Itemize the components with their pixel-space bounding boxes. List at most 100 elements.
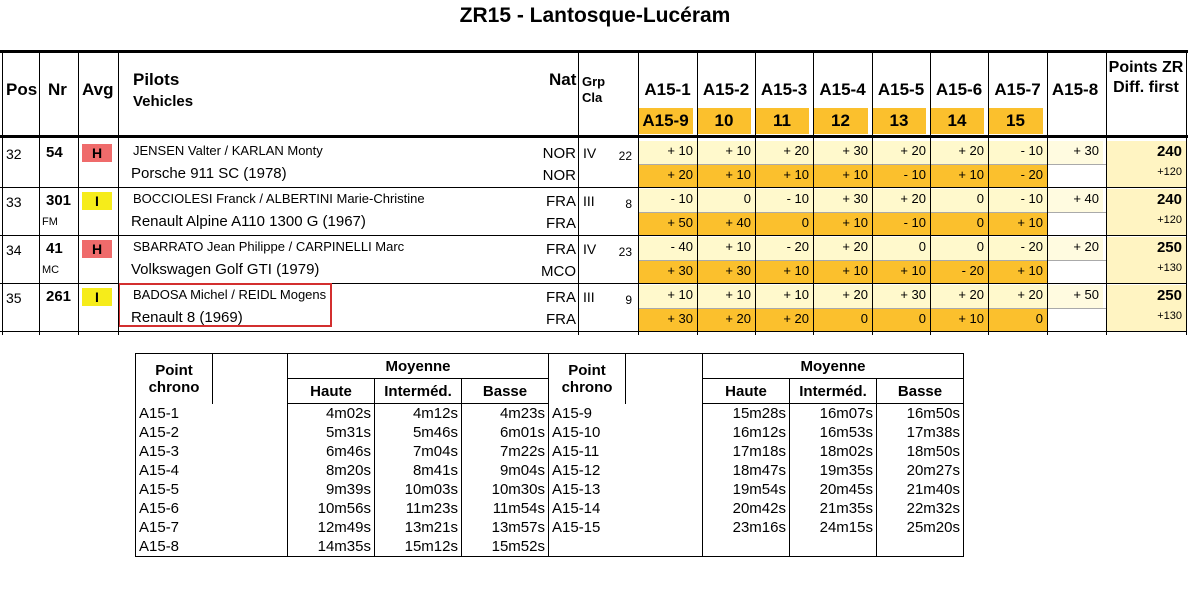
header-nat: Nat (549, 70, 577, 89)
haute-value: 17m18s (702, 442, 790, 461)
checkpoint-bottom-value: + 10 (842, 263, 868, 278)
diff-first: +120 (1157, 166, 1182, 178)
vehicle-nationality: MCO (541, 263, 576, 280)
checkpoint-bottom-value: 0 (1035, 311, 1043, 326)
checkpoint-bg-top (1047, 285, 1103, 308)
checkpoint-bg-bottom (813, 308, 872, 331)
checkpoint-bottom-value: + 20 (783, 311, 809, 326)
vehicle-name: Porsche 911 SC (1978) (131, 165, 287, 182)
point-chrono-header: Point chrono (135, 353, 213, 404)
spacer-cell (213, 461, 288, 480)
grid-vline (39, 50, 40, 335)
row-divider (0, 331, 1187, 332)
checkpoint-top-value: + 20 (958, 287, 984, 302)
haute-value (702, 537, 790, 557)
checkpoint-bg-top (1047, 189, 1103, 212)
checkpoint-top-value: - 20 (786, 239, 809, 254)
checkpoint-bottom-value: - 20 (961, 263, 984, 278)
grid-vline (697, 50, 698, 335)
checkpoint-bg-top (813, 285, 872, 308)
checkpoint-bg-top (1047, 237, 1103, 260)
point-label: A15-4 (135, 461, 213, 480)
checkpoint-bottom-value: + 30 (667, 311, 693, 326)
diff-first: +120 (1157, 214, 1182, 226)
grid-vline (1106, 50, 1107, 335)
checkpoint-bottom-value: + 40 (725, 215, 751, 230)
intermed-value: 4m12s (374, 403, 462, 423)
checkpoint-bottom-value: + 10 (842, 215, 868, 230)
checkpoint-bg-top (872, 189, 930, 212)
header-checkpoint-bottom: 15 (988, 108, 1043, 134)
intermed-value: 19m35s (789, 461, 877, 480)
checkpoint-bg-top (988, 285, 1047, 308)
intermed-value: 15m12s (374, 537, 462, 557)
avg-badge: H (82, 144, 112, 162)
spacer-cell (212, 537, 288, 557)
spacer-cell (213, 480, 288, 499)
row-divider (0, 283, 1187, 284)
ref-row: A15-3 6m46s 7m04s 7m22s A15-11 17m18s 18m02s 18… (135, 442, 964, 461)
header-checkpoint-bottom: 14 (930, 108, 984, 134)
row-nr: 261 (46, 288, 72, 305)
basse-value: 10m30s (461, 480, 549, 499)
row-divider (0, 235, 1187, 236)
haute-value: 9m39s (287, 480, 375, 499)
checkpoint-bottom-value: 0 (801, 215, 809, 230)
header-checkpoint: A15-1 (644, 80, 691, 99)
basse-value: 18m50s (876, 442, 964, 461)
class: 9 (625, 293, 632, 307)
intermed-value: 16m07s (789, 403, 877, 423)
checkpoint-bottom-value: + 10 (1017, 263, 1043, 278)
row-pos: 33 (6, 194, 22, 210)
point-label: A15-11 (548, 442, 626, 461)
diff-first: +130 (1157, 310, 1182, 322)
checkpoint-top-value: + 10 (667, 143, 693, 158)
ref-row: A15-6 10m56s 11m23s 11m54s A15-14 20m42s 21m35… (135, 499, 964, 518)
intermed-value: 11m23s (374, 499, 462, 518)
header-checkpoint: A15-8 (1051, 80, 1099, 99)
spacer-cell (626, 461, 703, 480)
spacer-cell (213, 442, 288, 461)
checkpoint-bg-bottom (930, 212, 988, 235)
spacer-cell (626, 480, 703, 499)
checkpoint-bg-bottom (872, 164, 930, 187)
spacer-cell (213, 499, 288, 518)
checkpoint-bg-bottom (988, 308, 1047, 331)
checkpoint-top-value: - 10 (670, 191, 693, 206)
checkpoint-top-value: + 10 (725, 287, 751, 302)
grid-vline (813, 50, 814, 335)
checkpoint-top-value: - 40 (670, 239, 693, 254)
checkpoint-top-value: + 20 (958, 143, 984, 158)
checkpoint-bg-top (638, 285, 697, 308)
spacer-cell (213, 404, 288, 424)
point-chrono-header-2: Point chrono (548, 353, 626, 404)
checkpoint-bottom-value: + 20 (667, 167, 693, 182)
checkpoint-bottom-value: 0 (976, 215, 984, 230)
checkpoint-bg-top (988, 237, 1047, 260)
point-label: A15-2 (135, 423, 213, 442)
basse-value: 4m23s (461, 403, 549, 423)
spacer-cell (626, 499, 703, 518)
point-label: A15-8 (135, 537, 213, 557)
basse-value: 7m22s (461, 442, 549, 461)
haute-value: 19m54s (702, 480, 790, 499)
checkpoint-bg-top (813, 189, 872, 212)
haute-value: 4m02s (287, 403, 375, 423)
spacer-cell (626, 404, 703, 424)
group: IV (583, 241, 597, 257)
checkpoint-top-value: - 10 (1020, 191, 1043, 206)
checkpoint-bg-bottom (988, 212, 1047, 235)
header-avg: Avg (82, 80, 114, 99)
intermed-value: 5m46s (374, 423, 462, 442)
checkpoint-bottom-value: - 20 (1020, 167, 1043, 182)
header-checkpoint-bottom: A15-9 (638, 108, 693, 134)
checkpoint-bg-bottom (872, 260, 930, 283)
checkpoint-bottom-value: + 10 (725, 167, 751, 182)
vehicle-name: Volkswagen Golf GTI (1979) (131, 261, 320, 278)
checkpoint-bottom-value: + 10 (958, 311, 984, 326)
header-cla: Cla (582, 90, 603, 105)
point-label: A15-15 (548, 518, 626, 537)
header-pilots: Pilots (133, 70, 180, 89)
checkpoint-top-value: + 20 (900, 143, 926, 158)
point-label: A15-13 (548, 480, 626, 499)
